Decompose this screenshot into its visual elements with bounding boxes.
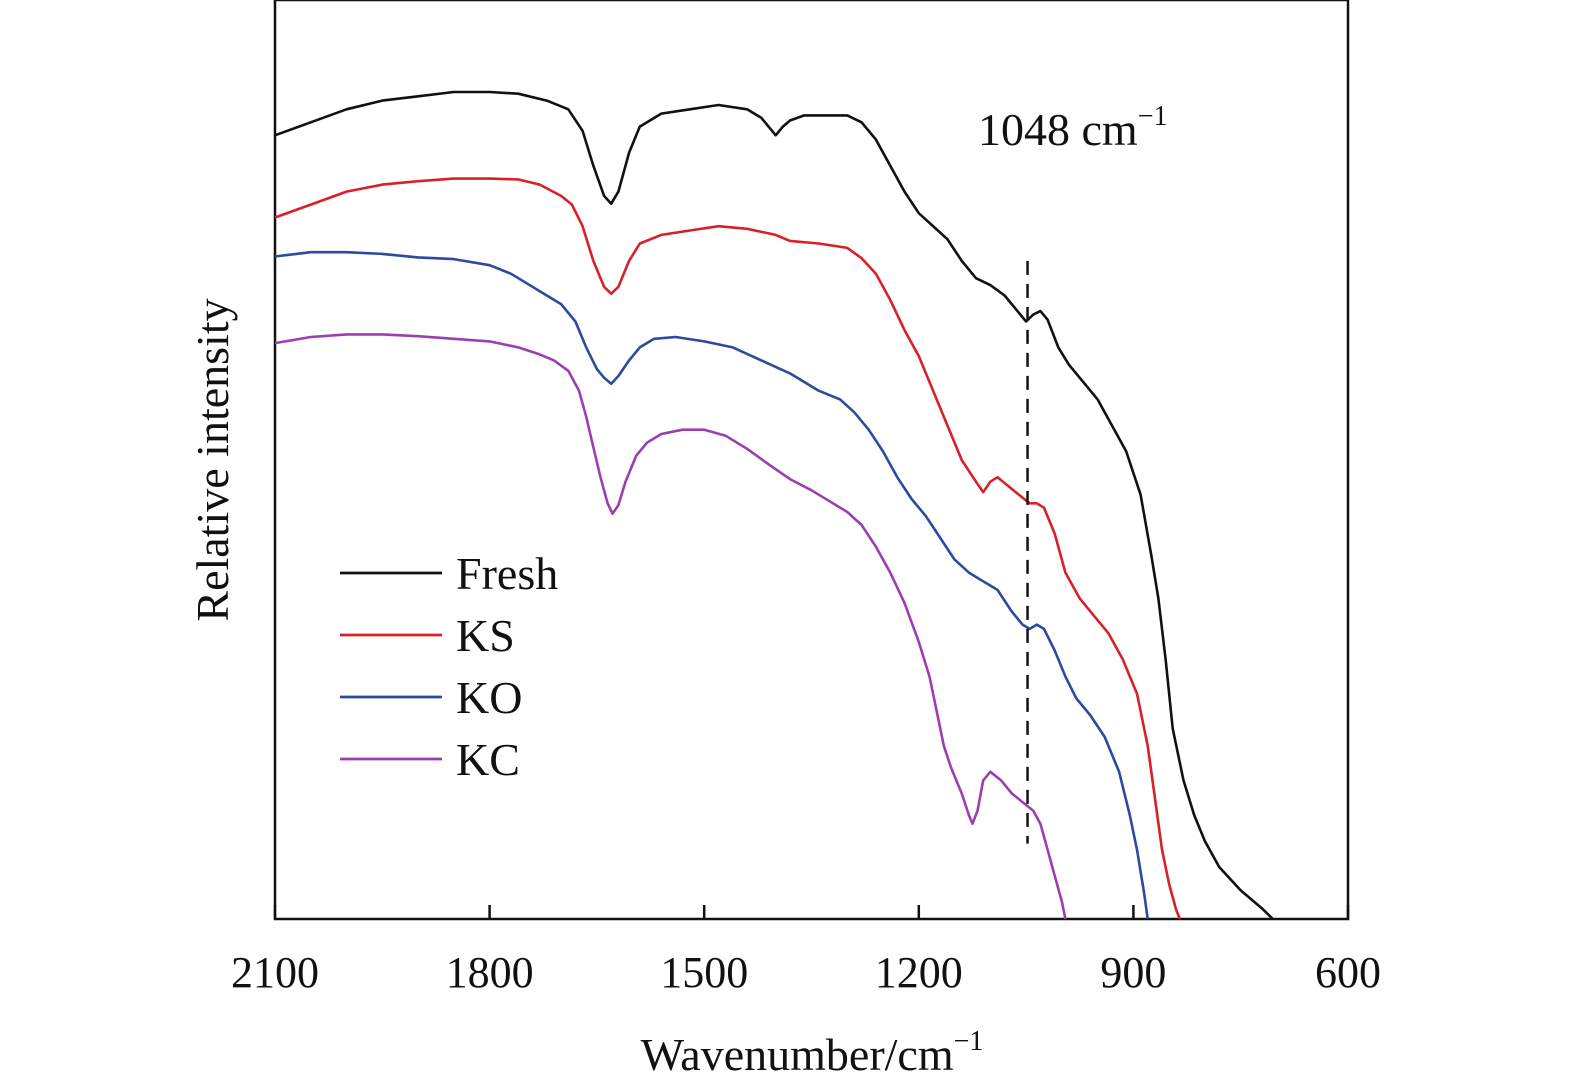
x-axis-title: Wavenumber/cm−1 [641, 1026, 984, 1080]
x-tick-label-2100: 2100 [231, 948, 319, 997]
y-axis-title: Relative intensity [187, 298, 238, 621]
series-line-kc [274, 333, 1067, 920]
series-line-ko [274, 250, 1149, 920]
legend-label-ks: KS [456, 610, 515, 661]
series-line-fresh [274, 90, 1274, 920]
legend: Fresh KS KO KC [340, 548, 558, 785]
x-tick-label-600: 600 [1315, 948, 1381, 997]
legend-label-kc: KC [456, 734, 520, 785]
plot-area-frame [273, 0, 1350, 921]
series-line-ks [274, 177, 1182, 920]
x-axis-ticks: 2100 1800 1500 1200 900 600 [231, 905, 1381, 997]
x-tick-label-1500: 1500 [660, 948, 748, 997]
annotation-1048-label: 1048 cm−1 [978, 101, 1168, 155]
legend-label-ko: KO [456, 672, 522, 723]
x-tick-label-1200: 1200 [875, 948, 963, 997]
series-lines [274, 90, 1274, 920]
legend-label-fresh: Fresh [456, 548, 558, 599]
x-tick-label-1800: 1800 [446, 948, 534, 997]
x-tick-label-900: 900 [1100, 948, 1166, 997]
